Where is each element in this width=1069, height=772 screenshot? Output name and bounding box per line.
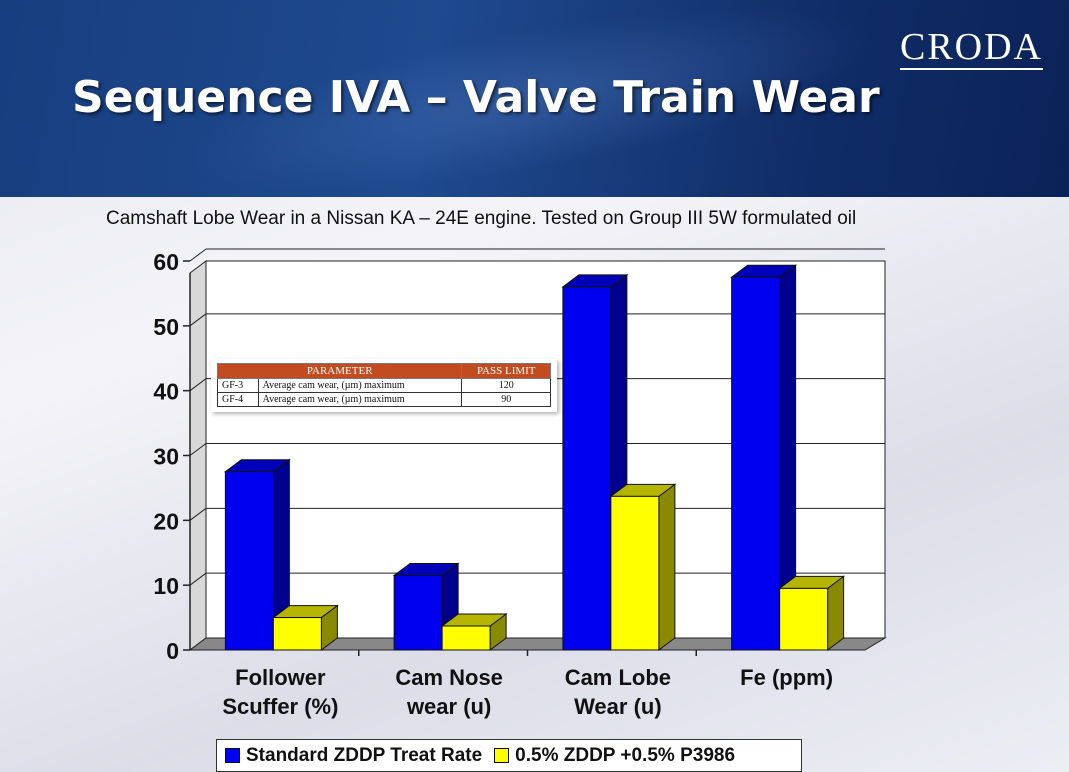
table-cell-parameter: Average cam wear, (µm) maximum (257, 378, 463, 393)
slide-title: Sequence IVA – Valve Train Wear (72, 72, 880, 123)
bar-p3986 (271, 604, 339, 651)
bar-standard-zddp (730, 264, 798, 651)
x-category-label: Cam Nose (395, 665, 503, 690)
bar-front-face (731, 276, 781, 651)
slide-header: CRODA Sequence IVA – Valve Train Wear (0, 0, 1069, 197)
legend-swatch-blue (225, 748, 240, 763)
legend-swatch-yellow (494, 748, 510, 763)
x-category-label: Follower (235, 665, 326, 690)
table-cell-grade: GF-4 (217, 392, 259, 407)
bar-front-face (610, 495, 660, 651)
table-cell-limit: 120 (461, 378, 551, 393)
table-cell-grade: GF-3 (217, 378, 259, 393)
bar-front-face (441, 625, 491, 651)
x-category-label: Fe (ppm) (740, 665, 833, 690)
gridline-depth (189, 507, 207, 521)
y-tick-label: 20 (153, 508, 179, 534)
gridline-depth (189, 378, 207, 392)
legend-item-series-1: Standard ZDDP Treat Rate (225, 745, 482, 767)
croda-logo: CRODA (899, 26, 1043, 70)
legend-label: Standard ZDDP Treat Rate (246, 744, 483, 766)
bar-side-face (658, 483, 676, 651)
table-cell-parameter: Average cam wear, (µm) maximum (257, 392, 463, 407)
bar-p3986 (609, 483, 677, 651)
x-category-label: wear (u) (406, 694, 491, 719)
bar-p3986 (440, 613, 508, 651)
chart-title: Camshaft Lobe Wear in a Nissan KA – 24E … (106, 208, 857, 229)
y-tick-label: 60 (153, 249, 179, 275)
bar-standard-zddp (223, 458, 291, 651)
table-cell-limit: 90 (461, 392, 551, 407)
y-tick-label: 30 (153, 444, 179, 470)
table-header-parameter: PARAMETER (216, 363, 463, 379)
y-tick-label: 10 (153, 573, 179, 599)
chart-legend: Standard ZDDP Treat Rate 0.5% ZDDP +0.5%… (216, 739, 802, 772)
bar-front-face (562, 286, 612, 651)
table-header-pass-limit: PASS LIMIT (461, 363, 551, 379)
x-category-label: Scuffer (%) (222, 694, 338, 719)
y-tick-label: 0 (166, 638, 179, 664)
bar-front-face (272, 617, 322, 651)
legend-label: 0.5% ZDDP +0.5% P3986 (515, 744, 736, 766)
legend-item-series-2: 0.5% ZDDP +0.5% P3986 (494, 745, 735, 767)
pass-limit-table: PARAMETER PASS LIMIT GF-3 Average cam we… (211, 359, 557, 412)
table-row: GF-4 Average cam wear, (µm) maximum 90 (217, 392, 551, 407)
y-tick-label: 40 (153, 379, 179, 405)
bar-side-face (827, 575, 845, 651)
bar-front-face (779, 587, 829, 651)
bar-p3986 (778, 575, 846, 651)
gridline-depth (189, 572, 207, 586)
gridline-depth (189, 443, 207, 456)
y-tick-label: 50 (153, 314, 179, 340)
gridline-depth (189, 313, 207, 327)
gridline-depth (189, 248, 207, 262)
x-category-label: Cam Lobe (565, 665, 671, 690)
bar-front-face (224, 471, 274, 651)
x-category-label: Wear (u) (574, 694, 662, 719)
table-row: GF-3 Average cam wear, (µm) maximum 120 (217, 378, 551, 393)
bar-front-face (393, 574, 443, 651)
